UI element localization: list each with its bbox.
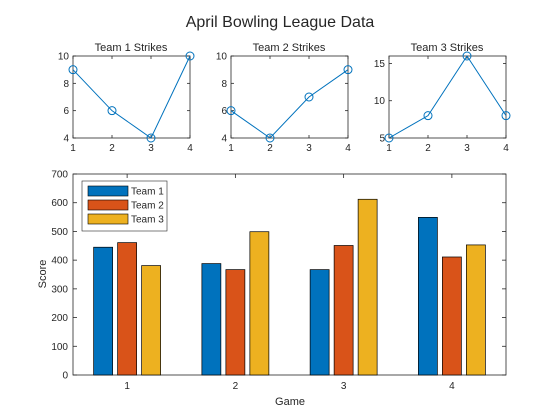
legend-swatch	[87, 213, 129, 225]
y-tick-label: 10	[58, 52, 70, 63]
x-tick-label: 4	[449, 381, 455, 392]
data-point	[107, 106, 117, 116]
x-tick-label: 1	[70, 143, 76, 154]
x-tick-label: 2	[233, 381, 239, 392]
bar	[141, 265, 161, 376]
data-point	[384, 133, 394, 143]
x-tick-label: 3	[148, 143, 154, 154]
x-tick-label: 1	[228, 143, 234, 154]
series-line	[230, 69, 349, 139]
data-point	[423, 111, 433, 121]
data-point	[462, 51, 472, 61]
data-point	[304, 92, 314, 102]
y-axis-label: Score	[37, 260, 49, 289]
y-tick-label: 100	[51, 342, 68, 353]
subplot-team1-strikes: Team 1 Strikes 1 2 3 4 4 6 8 10	[58, 42, 195, 154]
bar	[93, 246, 113, 376]
bar	[225, 269, 246, 376]
subplot-team2-strikes: Team 2 Strikes 1 2 3 4 4 6 8 10	[216, 42, 353, 154]
data-point	[265, 133, 275, 143]
y-tick-label: 400	[51, 256, 68, 267]
figure-title: April Bowling League Data	[186, 14, 375, 31]
axes-box	[388, 55, 507, 139]
x-tick-label: 3	[306, 143, 312, 154]
y-tick-label: 15	[374, 59, 386, 70]
x-tick-label: 4	[187, 143, 193, 154]
bar	[442, 256, 462, 376]
data-point	[146, 133, 156, 143]
x-tick-label: 3	[341, 381, 347, 392]
bar	[333, 245, 354, 376]
data-point	[68, 65, 78, 75]
x-tick-label: 2	[267, 143, 273, 154]
data-point	[343, 65, 353, 75]
y-tick-label: 6	[221, 106, 227, 117]
y-tick-label: 300	[51, 284, 68, 295]
data-point	[501, 111, 511, 121]
data-point	[226, 106, 236, 116]
legend-label: Team 3	[131, 215, 164, 226]
legend-swatch	[87, 199, 129, 211]
x-tick-label: 2	[425, 143, 431, 154]
y-tick-label: 10	[374, 96, 386, 107]
legend-swatch	[87, 185, 129, 197]
subplot-team3-strikes: Team 3 Strikes 1 2 3 4 5 10 15	[374, 42, 511, 154]
axes-box	[230, 55, 349, 139]
x-tick-label: 1	[386, 143, 392, 154]
series-line	[72, 55, 191, 139]
bar-chart-scores: Game Score 0 100 200 300 400 500 600 700 1 2 3 4 Tea…	[37, 170, 507, 408]
y-tick-label: 600	[51, 198, 68, 209]
bar	[117, 242, 137, 376]
subplot-title-team1: Team 1 Strikes	[95, 42, 168, 54]
series-line	[388, 55, 507, 139]
y-tick-label: 4	[63, 134, 69, 145]
subplot-title-team3: Team 3 Strikes	[411, 42, 484, 54]
bar	[466, 244, 486, 376]
legend-label: Team 1	[131, 187, 164, 198]
bar	[249, 231, 270, 376]
axes-box	[72, 55, 191, 139]
bar	[309, 269, 330, 376]
data-point	[185, 51, 195, 61]
legend-label: Team 2	[131, 201, 164, 212]
y-tick-label: 700	[51, 170, 68, 181]
x-tick-label: 4	[503, 143, 509, 154]
y-tick-label: 500	[51, 227, 68, 238]
x-tick-label: 1	[124, 381, 130, 392]
y-tick-label: 8	[63, 79, 69, 90]
x-axis-label: Game	[275, 396, 305, 408]
y-tick-label: 6	[63, 106, 69, 117]
y-tick-label: 0	[62, 371, 68, 382]
y-tick-label: 200	[51, 313, 68, 324]
x-tick-label: 3	[464, 143, 470, 154]
legend: Team 1 Team 2 Team 3	[81, 180, 168, 232]
y-tick-label: 4	[221, 134, 227, 145]
y-tick-label: 5	[379, 134, 385, 145]
bar	[201, 263, 222, 376]
bar	[357, 198, 378, 376]
y-tick-label: 10	[216, 52, 228, 63]
subplot-title-team2: Team 2 Strikes	[253, 42, 326, 54]
x-tick-label: 2	[109, 143, 115, 154]
y-tick-label: 8	[221, 79, 227, 90]
x-tick-label: 4	[345, 143, 351, 154]
bar	[418, 217, 438, 376]
